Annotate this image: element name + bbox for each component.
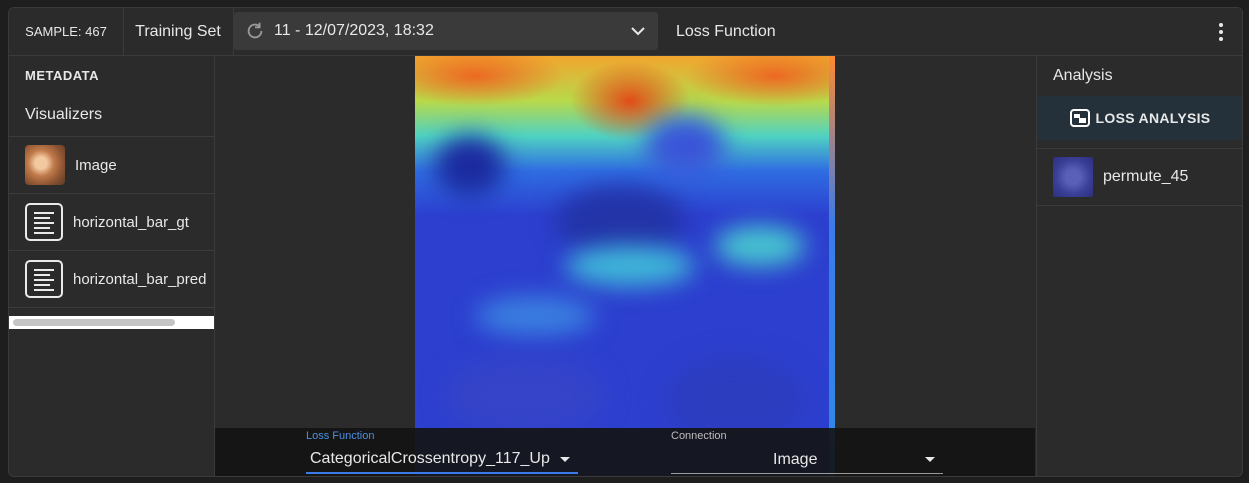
image-thumbnail	[25, 145, 65, 185]
loss-function-select[interactable]: CategoricalCrossentropy_117_Up	[306, 446, 578, 474]
sample-indicator: SAMPLE: 467	[9, 8, 124, 55]
visualizer-label: horizontal_bar_pred	[73, 270, 207, 288]
analysis-item-permute-45[interactable]: permute_45	[1037, 148, 1242, 206]
connection-field-label: Connection	[671, 430, 727, 442]
more-options-icon[interactable]	[1210, 20, 1232, 44]
horizontal-scrollbar[interactable]	[9, 316, 214, 329]
visualizer-label: horizontal_bar_gt	[73, 213, 189, 231]
visualizers-list: Image horizontal_bar_gt horizontal_bar_p…	[9, 136, 214, 308]
analysis-panel: Analysis LOSS ANALYSIS permute_45	[1036, 56, 1242, 476]
dropdown-caret-icon	[925, 457, 935, 462]
left-sidebar: METADATA Visualizers Image horizontal_ba…	[9, 56, 215, 476]
visualizer-label: Image	[75, 156, 117, 174]
top-toolbar: SAMPLE: 467 Training Set 11 - 12/07/2023…	[9, 8, 1242, 56]
dropdown-caret-icon	[560, 457, 570, 462]
loss-analysis-button[interactable]: LOSS ANALYSIS	[1037, 96, 1242, 140]
visualizer-item-image[interactable]: Image	[9, 136, 214, 193]
text-lines-icon	[25, 203, 63, 241]
picture-in-picture-icon	[1069, 109, 1090, 127]
chevron-down-icon	[631, 27, 645, 36]
loss-function-value: CategoricalCrossentropy_117_Up	[310, 450, 550, 467]
analysis-heading: Analysis	[1053, 67, 1113, 84]
loss-heatmap-image	[415, 56, 835, 476]
permute-thumbnail	[1053, 157, 1093, 197]
run-label: 11 - 12/07/2023, 18:32	[274, 22, 434, 39]
run-dropdown[interactable]: 11 - 12/07/2023, 18:32	[234, 12, 658, 50]
heatmap-edge	[829, 56, 835, 476]
section-title: Loss Function	[676, 8, 776, 55]
dataset-label: Training Set	[135, 22, 221, 40]
visualizer-item-horizontal-bar-gt[interactable]: horizontal_bar_gt	[9, 193, 214, 250]
metadata-heading[interactable]: METADATA	[25, 68, 100, 83]
visualization-area: Loss Function CategoricalCrossentropy_11…	[215, 56, 1035, 476]
loss-function-field-label: Loss Function	[306, 430, 375, 442]
dataset-selector[interactable]: Training Set	[123, 8, 234, 55]
text-lines-icon	[25, 260, 63, 298]
visualizers-heading: Visualizers	[25, 106, 103, 123]
section-title-text: Loss Function	[676, 22, 776, 40]
connection-select[interactable]: Image	[671, 446, 943, 474]
connection-controls: Loss Function CategoricalCrossentropy_11…	[215, 428, 1035, 476]
analysis-item-label: permute_45	[1103, 168, 1189, 185]
sample-label: SAMPLE: 467	[25, 24, 107, 39]
visualizer-item-horizontal-bar-pred[interactable]: horizontal_bar_pred	[9, 250, 214, 308]
scrollbar-thumb[interactable]	[13, 319, 175, 326]
refresh-icon[interactable]	[244, 20, 266, 42]
app-frame: SAMPLE: 467 Training Set 11 - 12/07/2023…	[8, 7, 1243, 477]
loss-analysis-label: LOSS ANALYSIS	[1095, 110, 1211, 126]
connection-value: Image	[773, 450, 818, 468]
